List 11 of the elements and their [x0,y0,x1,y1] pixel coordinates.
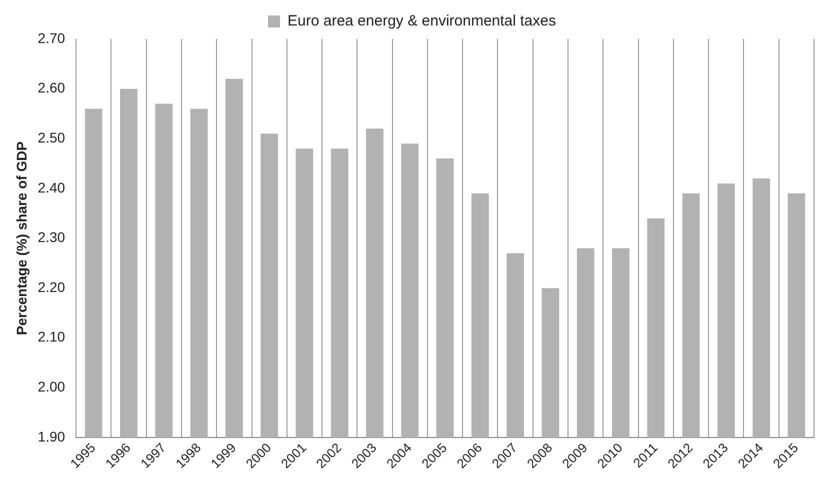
y-tick-label: 2.10 [38,328,66,345]
y-tick-label: 2.50 [38,129,66,146]
y-axis-title: Percentage (%) share of GDP [13,141,30,336]
y-tick-label: 2.00 [38,378,66,395]
y-tick-label: 2.30 [38,229,66,246]
y-tick-label: 2.20 [38,278,66,295]
y-tick-label: 1.90 [38,428,66,444]
y-tick-label: 2.60 [38,80,66,96]
y-tick-label: 2.70 [38,30,66,46]
y-tick-label: 2.40 [38,179,66,196]
legend-label: Euro area energy & environmental taxes [288,12,556,30]
